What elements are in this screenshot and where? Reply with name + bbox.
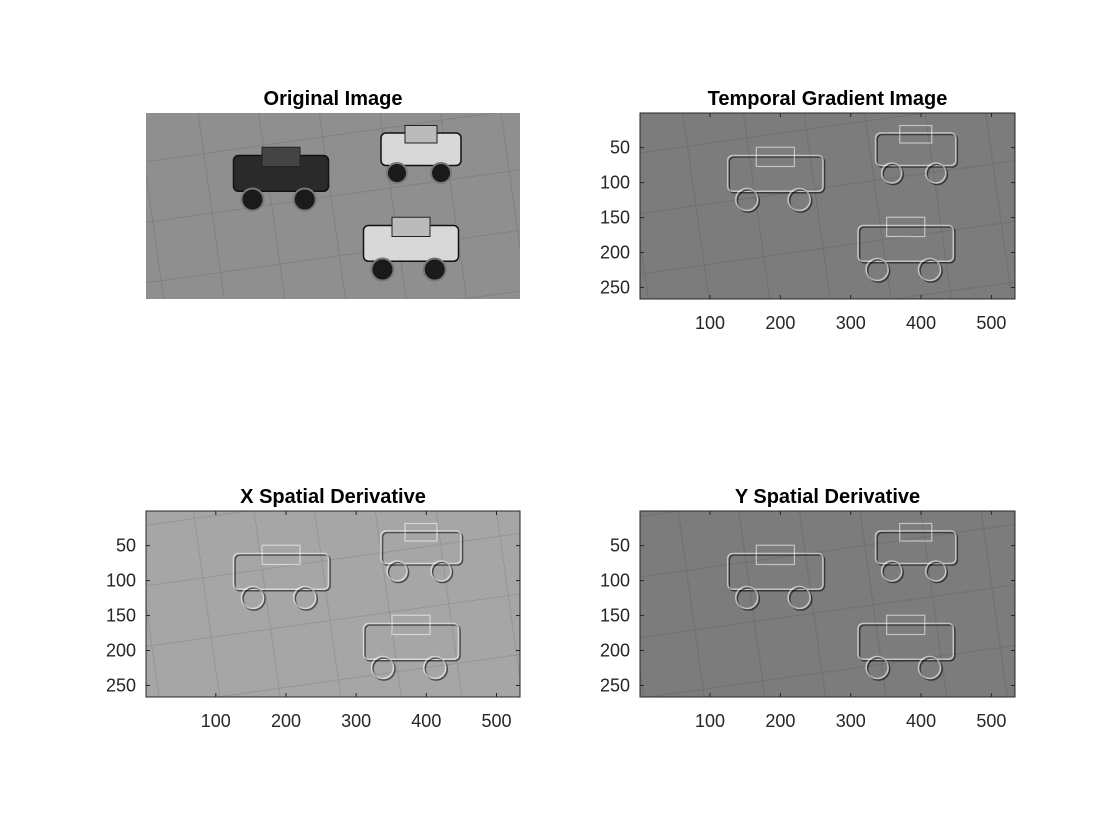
x-tick-label: 100: [695, 313, 725, 333]
axes-box: [145, 510, 521, 698]
x-tick-label: 400: [906, 313, 936, 333]
subplot-title: Original Image: [264, 88, 403, 110]
subplot-title: Temporal Gradient Image: [708, 88, 948, 110]
y-tick-label: 250: [600, 675, 630, 695]
x-tick-label: 100: [695, 711, 725, 731]
image-xderiv: [146, 511, 520, 697]
y-tick-label: 50: [116, 536, 136, 556]
y-tick-label: 200: [600, 243, 630, 263]
x-tick-label: 200: [271, 711, 301, 731]
truck-shape: [857, 614, 956, 681]
y-tick-label: 250: [600, 277, 630, 297]
y-tick-label: 250: [106, 675, 136, 695]
truck-shape: [232, 146, 330, 212]
x-tick-label: 300: [836, 313, 866, 333]
x-tick-label: 500: [976, 313, 1006, 333]
subplot-original: Original Image: [146, 88, 520, 299]
truck-shape: [857, 216, 956, 283]
subplot-yderiv: Y Spatial Derivative 100 200 300 400 500 50 100…: [600, 486, 1016, 731]
y-tick-label: 200: [106, 641, 136, 661]
truck-shape: [362, 614, 461, 681]
truck-shape: [874, 124, 959, 186]
x-tick-label: 300: [341, 711, 371, 731]
axes-box: [639, 112, 1016, 300]
y-tick-label: 50: [610, 138, 630, 158]
image-original: [146, 113, 520, 299]
subplot-xderiv: X Spatial Derivative 100 200 300 400 500 50 100…: [106, 486, 521, 731]
truck-shape: [726, 544, 826, 611]
truck-shape: [380, 522, 464, 584]
y-tick-label: 150: [600, 208, 630, 228]
truck-shape: [362, 216, 460, 282]
x-tick-label: 500: [976, 711, 1006, 731]
x-tick-label: 100: [201, 711, 231, 731]
x-tick-label: 500: [481, 711, 511, 731]
axes-box: [639, 510, 1016, 698]
y-tick-label: 150: [106, 606, 136, 626]
image-temporal: [640, 113, 1015, 299]
y-tick-label: 100: [106, 571, 136, 591]
truck-shape: [380, 125, 462, 184]
x-tick-label: 400: [906, 711, 936, 731]
subplot-title: Y Spatial Derivative: [735, 486, 920, 508]
x-tick-label: 300: [836, 711, 866, 731]
y-tick-label: 200: [600, 641, 630, 661]
subplot-temporal: Temporal Gradient Image 100 200 300 400 500 50…: [600, 88, 1016, 333]
truck-shape: [874, 522, 959, 584]
y-tick-label: 50: [610, 536, 630, 556]
y-tick-label: 100: [600, 173, 630, 193]
subplot-title: X Spatial Derivative: [240, 486, 426, 508]
x-tick-label: 200: [765, 711, 795, 731]
image-yderiv: [640, 511, 1015, 697]
truck-shape: [232, 544, 331, 611]
x-tick-label: 200: [765, 313, 795, 333]
y-tick-label: 150: [600, 606, 630, 626]
truck-shape: [726, 146, 826, 213]
y-tick-label: 100: [600, 571, 630, 591]
x-tick-label: 400: [411, 711, 441, 731]
